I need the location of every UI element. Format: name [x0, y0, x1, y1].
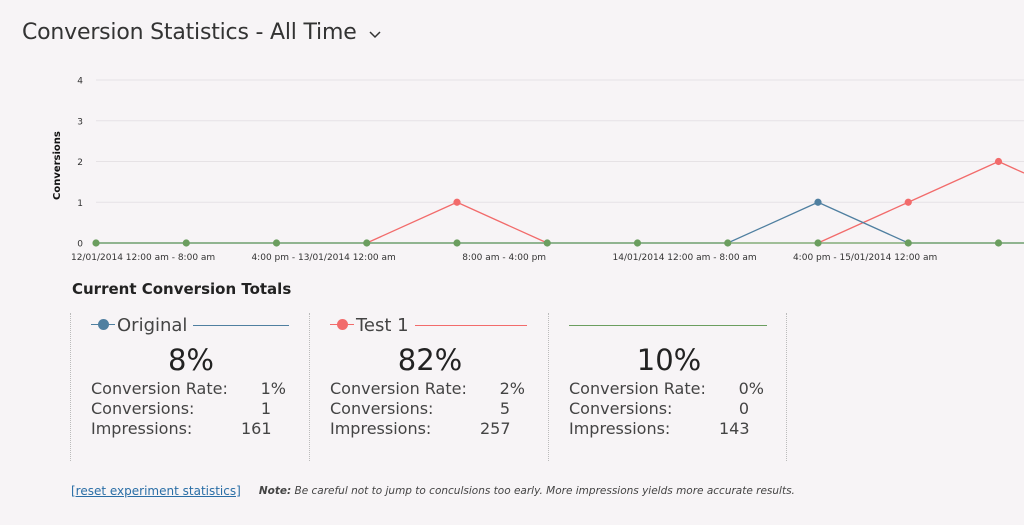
stat-label: Conversion Rate:: [569, 379, 706, 398]
data-point: [182, 239, 190, 247]
conversions-row: Conversions: 1: [91, 399, 309, 419]
legend-variant-3: [569, 313, 786, 337]
data-point: [814, 198, 822, 206]
percent-value: 82%: [397, 343, 463, 377]
title-dropdown[interactable]: Conversion Statistics - All Time: [22, 20, 381, 45]
stat-label: Conversions:: [91, 399, 195, 418]
percent-value: 10%: [636, 343, 702, 377]
impressions-row: Impressions: 143: [569, 419, 786, 439]
conversion-rate-row: Conversion Rate: 2%: [330, 379, 548, 399]
series-line-test-1: [366, 201, 548, 244]
x-tick-label: 14/01/2014 12:00 am - 8:00 am: [613, 253, 757, 263]
stat-value: 143: [719, 419, 750, 438]
data-point: [904, 239, 912, 247]
legend-line: [193, 324, 290, 326]
reset-statistics-link[interactable]: [reset experiment statistics]: [71, 484, 241, 498]
x-tick-label: 4:00 pm - 13/01/2014 12:00 am: [251, 253, 395, 263]
stat-label: Conversion Rate:: [330, 379, 467, 398]
page-title: Conversion Statistics - All Time: [22, 20, 357, 45]
data-point: [453, 239, 461, 247]
stat-value: 0%: [738, 379, 764, 398]
impressions-row: Impressions: 257: [330, 419, 548, 439]
stat-value: 257: [480, 419, 511, 438]
x-tick-label: 8:00 am - 4:00 pm: [462, 253, 546, 263]
impressions-row: Impressions: 161: [91, 419, 309, 439]
data-point: [272, 239, 281, 247]
stat-value: 161: [241, 419, 272, 438]
conversion-rate-row: Conversion Rate: 1%: [91, 379, 309, 399]
totals-panel: Original 8% Conversion Rate: 1% Conversio…: [70, 313, 787, 461]
stat-label: Conversions:: [330, 399, 434, 418]
x-tick-label: 12/01/2014 12:00 am - 8:00 am: [71, 253, 215, 263]
legend-name: Test 1: [356, 314, 409, 336]
totals-column-original: Original 8% Conversion Rate: 1% Conversio…: [70, 313, 309, 461]
data-point: [363, 239, 371, 247]
legend-original: Original: [91, 313, 309, 337]
data-point: [543, 239, 551, 247]
stat-label: Impressions:: [569, 419, 671, 438]
stat-value: 5: [499, 399, 510, 418]
y-tick-label: 2: [77, 158, 83, 168]
stat-value: 1: [260, 399, 271, 418]
stat-value: 2%: [499, 379, 525, 398]
legend-marker-icon: [330, 317, 354, 333]
data-point: [633, 239, 642, 247]
conversions-row: Conversions: 0: [569, 399, 786, 419]
note-text: Be careful not to jump to conculsions to…: [294, 485, 795, 497]
data-point: [904, 198, 912, 206]
legend-marker-icon: [91, 317, 115, 333]
legend-line: [569, 324, 767, 326]
data-point: [724, 239, 732, 247]
data-point: [92, 239, 100, 247]
x-tick-label: 4:00 pm - 15/01/2014 12:00 am: [793, 253, 937, 263]
stat-label: Conversion Rate:: [91, 379, 228, 398]
series-line-original: [96, 201, 1024, 244]
legend-name: Original: [117, 314, 188, 336]
conversions-line-chart: 0 1 2 3 4 Conversions 12/01/2014 12:00 am - 8:…: [52, 77, 1024, 263]
note-label: Note:: [258, 485, 292, 497]
totals-title: Current Conversion Totals: [72, 280, 292, 298]
data-point: [814, 239, 822, 247]
y-axis-label: Conversions: [52, 131, 63, 200]
stat-value: 1%: [260, 379, 286, 398]
stat-label: Impressions:: [91, 419, 193, 438]
y-tick-label: 1: [77, 199, 83, 209]
data-point: [994, 239, 1003, 247]
caution-note: Note: Be careful not to jump to conculsi…: [259, 485, 795, 497]
y-tick-label: 0: [77, 240, 83, 250]
totals-column-test-1: Test 1 82% Conversion Rate: 2% Conversion…: [309, 313, 548, 461]
data-point: [994, 157, 1003, 166]
legend-line: [414, 324, 527, 326]
conversion-rate-row: Conversion Rate: 0%: [569, 379, 786, 399]
stat-value: 0: [738, 399, 749, 418]
legend-test-1: Test 1: [330, 313, 548, 337]
y-tick-label: 4: [77, 77, 83, 87]
footer: [reset experiment statistics] Note: Be c…: [71, 484, 795, 498]
y-tick-label: 3: [77, 117, 83, 127]
conversions-row: Conversions: 5: [330, 399, 548, 419]
chevron-down-icon: [369, 30, 381, 38]
stat-label: Impressions:: [330, 419, 432, 438]
stat-label: Conversions:: [569, 399, 673, 418]
percent-value: 8%: [167, 343, 214, 377]
totals-column-variant-3: 10% Conversion Rate: 0% Conversions: 0 Imp…: [548, 313, 787, 461]
data-point: [453, 198, 461, 206]
